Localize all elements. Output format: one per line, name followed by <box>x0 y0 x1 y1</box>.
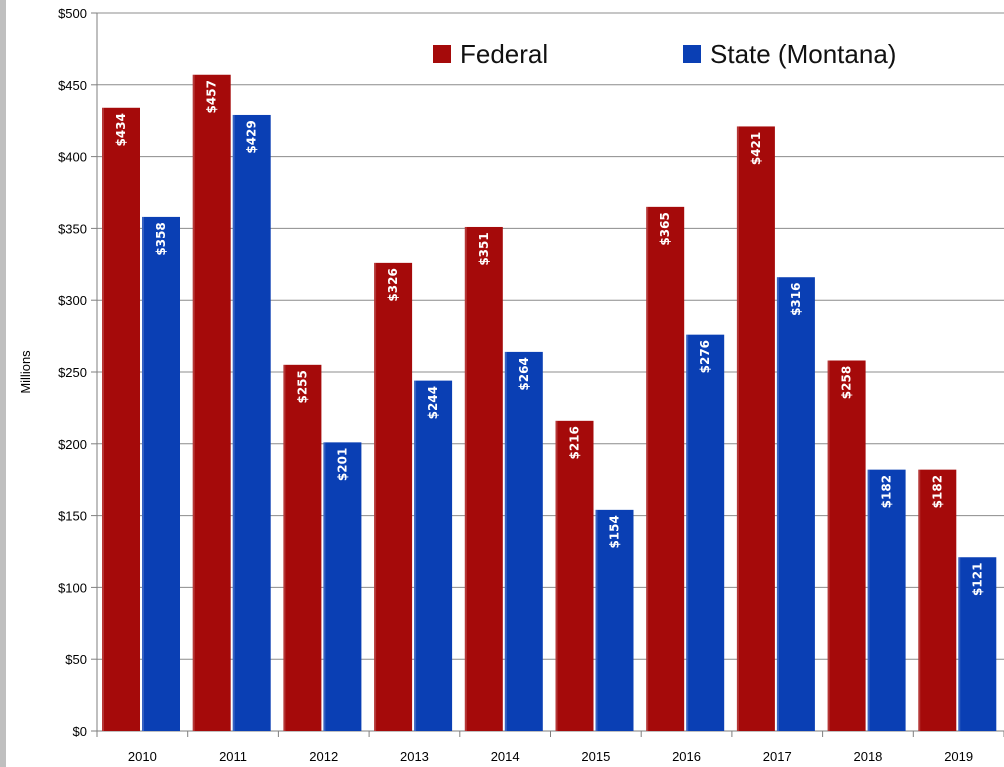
bar-state-2015 <box>595 509 634 731</box>
data-label: $365 <box>658 212 672 245</box>
x-tick-label: 2018 <box>853 749 882 764</box>
bar-federal-2015 <box>555 420 594 731</box>
x-tick-label: 2012 <box>309 749 338 764</box>
bar-highlight <box>102 107 104 731</box>
bar-highlight <box>958 557 961 731</box>
y-tick-label: $450 <box>58 78 87 93</box>
data-label: $351 <box>477 232 491 265</box>
data-label: $201 <box>335 448 349 481</box>
x-tick-label: 2014 <box>491 749 520 764</box>
bar-state-2017 <box>776 277 815 731</box>
bar-state-2014 <box>504 351 543 731</box>
bar-highlight <box>374 262 377 731</box>
data-label: $358 <box>154 222 168 255</box>
y-tick-label: $300 <box>58 293 87 308</box>
data-label: $421 <box>749 132 763 165</box>
bar-state-2012 <box>323 442 362 731</box>
data-label: $182 <box>880 475 894 508</box>
data-label: $457 <box>205 80 219 113</box>
y-tick-label: $500 <box>58 6 87 21</box>
legend-swatch <box>433 45 451 63</box>
bar-federal-2016 <box>646 206 685 732</box>
x-tick-label: 2015 <box>581 749 610 764</box>
bar-highlight <box>776 277 779 731</box>
x-tick-label: 2011 <box>219 749 247 764</box>
x-tick-label: 2016 <box>672 749 701 764</box>
y-tick-label: $400 <box>58 150 87 165</box>
bar-highlight <box>283 364 286 731</box>
bar-federal-2017 <box>736 126 775 732</box>
bar-federal-2010 <box>102 107 140 731</box>
bar-highlight <box>595 509 598 731</box>
bar-highlight <box>686 334 689 731</box>
bar-federal-2018 <box>827 360 866 731</box>
y-axis-label: Millions <box>18 350 33 394</box>
x-tick-label: 2013 <box>400 749 429 764</box>
data-label: $244 <box>426 386 440 419</box>
x-tick-label: 2019 <box>944 749 973 764</box>
y-tick-label: $100 <box>58 580 87 595</box>
bar-highlight <box>827 360 830 731</box>
bar-highlight <box>736 126 739 732</box>
data-label: $121 <box>970 563 984 596</box>
data-label: $276 <box>698 340 712 373</box>
bar-federal-2014 <box>464 226 503 732</box>
bar-federal-2012 <box>283 364 322 731</box>
legend-swatch <box>683 45 701 63</box>
data-label: $258 <box>840 366 854 399</box>
bar-highlight <box>504 351 507 731</box>
bar-highlight <box>142 216 144 732</box>
bar-federal-2011 <box>192 74 231 732</box>
y-tick-label: $350 <box>58 221 87 236</box>
data-label: $182 <box>930 475 944 508</box>
legend-item-state: State (Montana) <box>683 39 896 69</box>
x-tick-label: 2017 <box>763 749 792 764</box>
data-label: $264 <box>517 357 531 390</box>
bar-highlight <box>646 206 649 732</box>
data-label: $216 <box>568 426 582 459</box>
bar-highlight <box>192 74 195 732</box>
y-tick-label: $50 <box>65 652 87 667</box>
bar-state-2019 <box>958 557 997 731</box>
data-label: $255 <box>295 370 309 403</box>
bar-highlight <box>555 420 558 731</box>
data-label: $326 <box>386 268 400 301</box>
bar-highlight <box>918 469 921 731</box>
y-tick-label: $0 <box>73 724 87 739</box>
legend-label: State (Montana) <box>710 39 896 69</box>
x-tick-label: 2010 <box>128 749 157 764</box>
bar-state-2011 <box>232 114 271 732</box>
y-tick-label: $200 <box>58 437 87 452</box>
bar-state-2013 <box>414 380 453 731</box>
bar-highlight <box>464 226 467 732</box>
left-border <box>0 0 6 767</box>
data-label: $429 <box>245 120 259 153</box>
bar-highlight <box>232 114 235 732</box>
bar-state-2018 <box>867 469 906 731</box>
bar-state-2010 <box>142 216 180 732</box>
legend-item-federal: Federal <box>433 39 548 69</box>
bar-highlight <box>414 380 417 731</box>
bar-highlight <box>867 469 870 731</box>
legend-label: Federal <box>460 39 548 69</box>
bar-federal-2019 <box>918 469 957 731</box>
bar-highlight <box>323 442 326 731</box>
data-label: $154 <box>608 515 622 548</box>
data-label: $316 <box>789 283 803 316</box>
y-tick-label: $150 <box>58 509 87 524</box>
data-label: $434 <box>114 113 128 146</box>
bar-federal-2013 <box>374 262 413 731</box>
bar-state-2016 <box>686 334 725 731</box>
y-tick-label: $250 <box>58 365 87 380</box>
